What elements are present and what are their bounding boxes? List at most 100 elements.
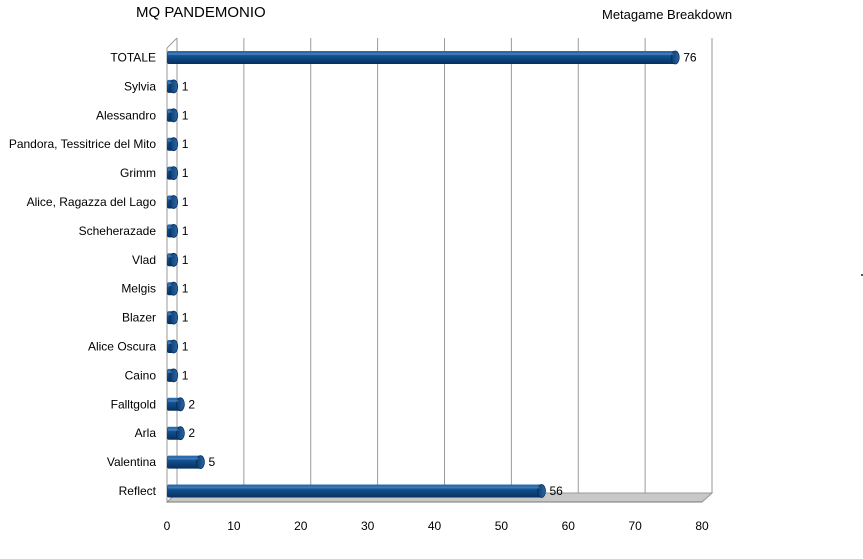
value-label: 1 [182,253,189,267]
value-label: 1 [182,340,189,354]
x-tick-label: 30 [361,519,375,533]
bar-cap [175,397,185,412]
bar [167,108,179,123]
bar-body [167,484,542,498]
category-label: Alice, Ragazza del Lago [27,195,157,209]
bar-highlight [168,168,172,171]
value-label: 5 [208,455,215,469]
bar-cap [670,50,680,65]
bar-highlight [168,399,179,402]
value-label: 1 [182,224,189,238]
bar-highlight [168,370,172,373]
category-label: TOTALE [110,51,156,65]
category-label: Caino [125,368,157,382]
bars [167,50,680,498]
value-label: 1 [182,108,189,122]
bar-cap [169,252,179,267]
bar-cap [169,368,179,383]
x-tick-label: 70 [628,519,642,533]
category-label: Falltgold [111,397,156,411]
x-tick-label: 40 [428,519,442,533]
bar-body [167,51,676,64]
left-wall-top [166,37,178,49]
bar [167,252,179,267]
category-label: Vlad [132,253,156,267]
category-label: Sylvia [124,79,156,93]
value-label: 1 [182,282,189,296]
bar-cap [169,79,179,94]
bar-cap [169,195,179,209]
x-tick-label: 20 [294,519,308,533]
bar-cap [169,137,179,152]
bar [167,339,179,354]
bar-highlight [168,428,179,431]
bar [167,426,185,441]
bar-highlight [168,81,172,84]
value-label: 1 [182,195,189,209]
bar-cap [175,426,185,441]
category-label: Grimm [120,166,156,180]
value-label: 56 [550,484,564,498]
bar-highlight [168,284,172,287]
bar [167,484,546,498]
bar-cap [196,455,205,470]
bar [167,310,179,325]
bar-highlight [168,226,172,229]
bar-cap [169,166,179,181]
bar-highlight [168,110,172,113]
edge-marker [861,274,863,276]
x-tick-label: 80 [695,519,709,533]
category-label: Reflect [119,484,157,498]
bar-highlight [168,139,172,142]
chart-title: MQ PANDEMONIO [136,4,266,21]
category-label: Scheherazade [79,224,157,238]
bar-highlight [168,53,674,55]
bar [167,137,179,152]
bar-body [167,455,201,469]
value-label: 1 [182,79,189,93]
category-label: Valentina [107,455,156,469]
value-label: 1 [182,311,189,325]
x-tick-label: 0 [164,519,171,533]
value-label: 1 [182,368,189,382]
value-label: 1 [182,137,189,151]
bar [167,455,205,470]
tick-labels: 0 10 20 30 40 50 60 70 80 [164,519,709,533]
bar-cap [169,310,179,325]
bar-cap [169,223,179,238]
bar-highlight [168,342,172,344]
x-tick-label: 60 [562,519,576,533]
category-label: Alice Oscura [88,340,156,354]
bar [167,223,179,238]
bar [167,195,179,209]
bar-highlight [168,197,172,200]
value-label: 1 [182,166,189,180]
bar-highlight [168,486,540,489]
bar-highlight [168,255,172,258]
bar-highlight [168,457,199,460]
category-label: Blazer [122,311,156,325]
bar-cap [537,484,546,498]
value-label: 2 [188,426,195,440]
value-label: 2 [188,397,195,411]
x-tick-label: 10 [227,519,241,533]
x-tick-label: 50 [495,519,509,533]
bar [167,368,179,383]
category-label: Melgis [121,282,156,296]
category-labels: TOTALE Sylvia Alessandro Pandora, Tessitric… [9,51,157,499]
grid-lines [166,37,713,503]
bar [167,79,179,94]
bar [167,397,185,412]
value-label: 76 [683,51,697,65]
bar [167,281,179,296]
category-label: Pandora, Tessitrice del Mito [9,137,157,151]
bar-cap [169,108,179,123]
bar-highlight [168,313,172,316]
bar-cap [169,339,179,354]
value-labels: 76 1 1 1 1 1 1 1 1 1 1 1 2 2 5 56 [182,51,697,499]
bar [167,166,179,181]
bar-cap [169,281,179,296]
category-label: Alessandro [96,108,156,122]
chart-subtitle: Metagame Breakdown [602,7,733,22]
